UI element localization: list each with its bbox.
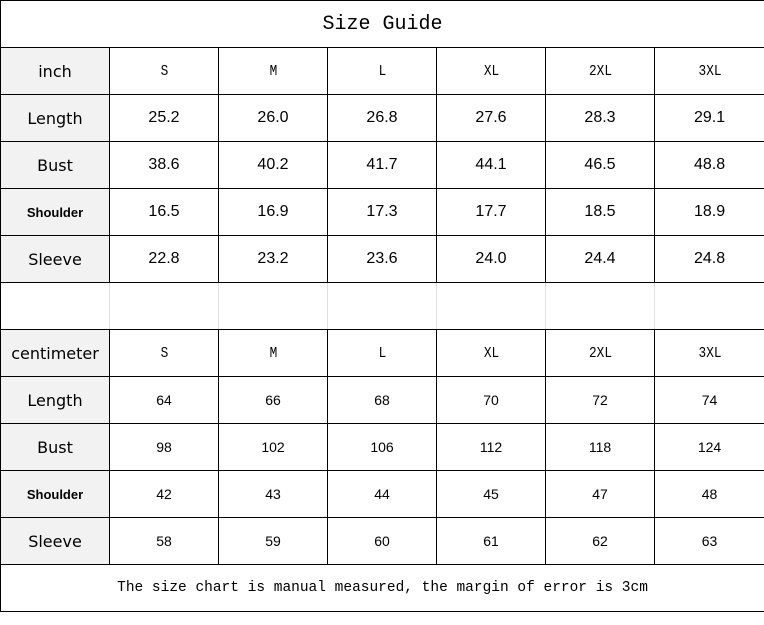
empty-cell [218, 282, 328, 330]
measurement-cell: 63 [653, 517, 764, 565]
measurement-cell: 16.5 [109, 188, 219, 236]
row-label: Length [0, 94, 110, 142]
unit-label: inch [0, 47, 110, 95]
measurement-cell: 102 [218, 423, 328, 471]
measurement-cell: 61 [436, 517, 546, 565]
table-row: Bust 98 102 106 112 118 124 [0, 423, 764, 471]
size-header: XL [444, 47, 538, 95]
measurement-cell: 26.0 [218, 94, 328, 142]
table-row: Sleeve 22.8 23.2 23.6 24.0 24.4 24.8 [0, 235, 764, 283]
measurement-cell: 18.5 [545, 188, 655, 236]
measurement-cell: 24.4 [545, 235, 655, 283]
size-header: XL [444, 329, 538, 377]
measurement-cell: 23.6 [327, 235, 437, 283]
measurement-cell: 22.8 [109, 235, 219, 283]
measurement-cell: 118 [545, 423, 655, 471]
measurement-cell: 38.6 [109, 141, 219, 189]
measurement-cell: 23.2 [218, 235, 328, 283]
table-row: Length 64 66 68 70 72 74 [0, 376, 764, 424]
measurement-cell: 24.8 [653, 235, 764, 283]
row-label: Shoulder [0, 188, 110, 236]
table-title: Size Guide [0, 0, 764, 48]
size-header: 2XL [553, 47, 647, 95]
measurement-cell: 41.7 [327, 141, 437, 189]
size-header: 2XL [553, 329, 647, 377]
measurement-cell: 43 [218, 470, 328, 518]
empty-cell [109, 282, 219, 330]
row-label: Bust [0, 141, 110, 189]
measurement-cell: 47 [545, 470, 655, 518]
empty-cell [0, 282, 110, 330]
inch-header-row: inch S M L XL 2XL 3XL [0, 47, 764, 95]
empty-cell [545, 282, 655, 330]
measurement-cell: 106 [327, 423, 437, 471]
measurement-cell: 48.8 [653, 141, 764, 189]
measurement-cell: 46.5 [545, 141, 655, 189]
size-header: M [226, 47, 320, 95]
measurement-cell: 24.0 [436, 235, 546, 283]
measurement-cell: 48 [653, 470, 764, 518]
size-header: 3XL [662, 47, 757, 95]
measurement-cell: 66 [218, 376, 328, 424]
measurement-cell: 18.9 [653, 188, 764, 236]
measurement-cell: 112 [436, 423, 546, 471]
measurement-cell: 70 [436, 376, 546, 424]
measurement-cell: 60 [327, 517, 437, 565]
size-header: S [117, 329, 211, 377]
size-header: M [226, 329, 320, 377]
footer-note: The size chart is manual measured, the m… [0, 564, 764, 612]
table-row: Sleeve 58 59 60 61 62 63 [0, 517, 764, 565]
measurement-cell: 17.7 [436, 188, 546, 236]
table-row: Length 25.2 26.0 26.8 27.6 28.3 29.1 [0, 94, 764, 142]
measurement-cell: 27.6 [436, 94, 546, 142]
measurement-cell: 45 [436, 470, 546, 518]
measurement-cell: 29.1 [653, 94, 764, 142]
spacer-row [0, 282, 764, 330]
measurement-cell: 40.2 [218, 141, 328, 189]
measurement-cell: 44 [327, 470, 437, 518]
measurement-cell: 64 [109, 376, 219, 424]
size-guide-table: Size Guide inch S M L XL 2XL 3XL Length 25.2 26.0… [0, 0, 764, 612]
measurement-cell: 28.3 [545, 94, 655, 142]
size-header: L [335, 329, 429, 377]
measurement-cell: 25.2 [109, 94, 219, 142]
size-header: S [117, 47, 211, 95]
size-header: L [335, 47, 429, 95]
empty-cell [436, 282, 546, 330]
measurement-cell: 59 [218, 517, 328, 565]
table-row: Bust 38.6 40.2 41.7 44.1 46.5 48.8 [0, 141, 764, 189]
measurement-cell: 72 [545, 376, 655, 424]
row-label: Sleeve [0, 235, 110, 283]
measurement-cell: 124 [653, 423, 764, 471]
measurement-cell: 98 [109, 423, 219, 471]
unit-label: centimeter [0, 329, 110, 377]
measurement-cell: 26.8 [327, 94, 437, 142]
measurement-cell: 44.1 [436, 141, 546, 189]
row-label: Shoulder [0, 470, 110, 518]
measurement-cell: 74 [653, 376, 764, 424]
measurement-cell: 68 [327, 376, 437, 424]
measurement-cell: 62 [545, 517, 655, 565]
measurement-cell: 58 [109, 517, 219, 565]
size-header: 3XL [662, 329, 757, 377]
measurement-cell: 16.9 [218, 188, 328, 236]
centimeter-header-row: centimeter S M L XL 2XL 3XL [0, 329, 764, 377]
empty-cell [327, 282, 437, 330]
measurement-cell: 17.3 [327, 188, 437, 236]
row-label: Bust [0, 423, 110, 471]
row-label: Sleeve [0, 517, 110, 565]
table-row: Shoulder 16.5 16.9 17.3 17.7 18.5 18.9 [0, 188, 764, 236]
measurement-cell: 42 [109, 470, 219, 518]
empty-cell [653, 282, 764, 330]
row-label: Length [0, 376, 110, 424]
table-row: Shoulder 42 43 44 45 47 48 [0, 470, 764, 518]
